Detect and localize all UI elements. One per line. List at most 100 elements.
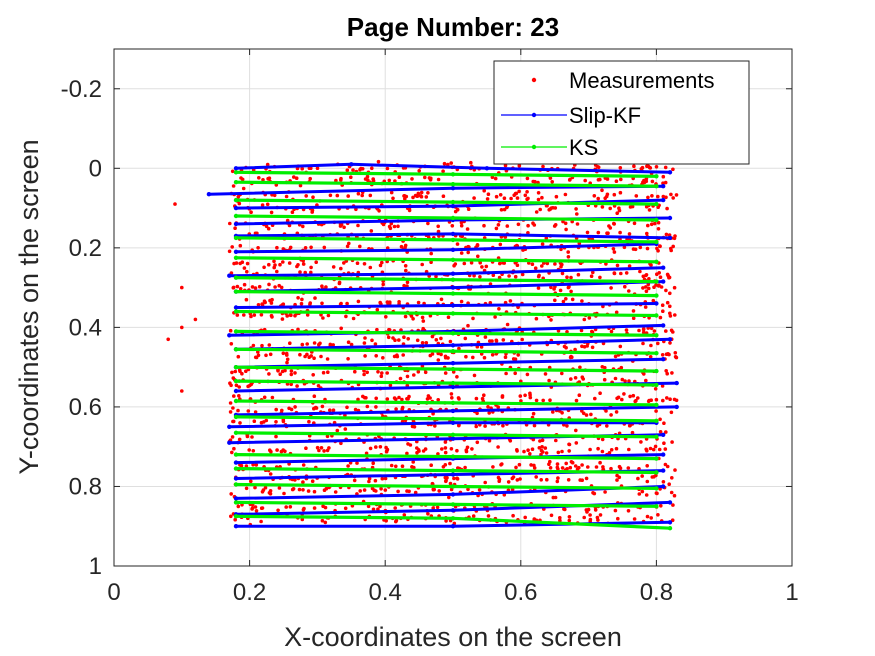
measurement-point [471, 355, 475, 360]
measurement-point [499, 463, 503, 467]
measurement-point [424, 341, 429, 345]
measurement-point [267, 176, 272, 180]
measurement-point [392, 224, 397, 229]
measurement-point [249, 314, 253, 319]
measurement-point [605, 231, 609, 235]
measurement-point [343, 427, 348, 431]
measurement-point [346, 357, 350, 361]
measurement-point [309, 166, 313, 170]
measurement-point [366, 504, 371, 509]
measurement-point [397, 175, 402, 179]
measurement-point [564, 297, 568, 301]
measurement-point [434, 274, 438, 279]
series-point [654, 174, 659, 179]
measurement-point [331, 343, 336, 347]
y-tick-label: 0.6 [69, 394, 102, 421]
measurement-point [669, 490, 674, 495]
measurement-point [475, 440, 480, 445]
measurement-point [490, 353, 495, 357]
measurement-point [614, 310, 619, 315]
measurement-point [255, 350, 260, 354]
measurement-point [394, 518, 399, 523]
measurement-point [333, 490, 338, 494]
measurement-point [553, 495, 558, 500]
series-point [233, 466, 239, 471]
measurement-point [446, 315, 451, 320]
measurement-point [602, 377, 607, 382]
measurement-point [488, 339, 492, 343]
measurement-point [429, 463, 434, 468]
series-point [450, 508, 456, 513]
measurement-point [568, 465, 573, 470]
measurement-point [455, 242, 460, 246]
measurement-point [556, 476, 560, 480]
measurement-point [514, 465, 518, 470]
measurement-point [347, 241, 351, 246]
series-point [661, 323, 666, 328]
measurement-point [656, 227, 661, 231]
measurement-point [544, 451, 549, 455]
measurement-point [407, 208, 412, 213]
measurement-point [655, 246, 659, 251]
measurement-point [398, 376, 403, 381]
measurement-point [612, 271, 617, 275]
series-point [667, 170, 673, 175]
measurement-point [312, 489, 317, 494]
measurement-point [365, 370, 370, 375]
measurement-point [300, 166, 305, 171]
series-point [654, 368, 659, 374]
measurement-point [420, 262, 425, 267]
measurement-point [349, 175, 353, 179]
measurement-point [291, 487, 296, 491]
measurement-point [633, 399, 637, 404]
measurement-point [303, 246, 308, 250]
measurement-point [577, 465, 581, 470]
measurement-point [416, 370, 421, 374]
measurement-point [609, 448, 614, 452]
measurement-point [493, 315, 497, 319]
measurement-point [244, 297, 249, 302]
measurement-point [293, 405, 297, 409]
measurement-point [600, 437, 605, 442]
measurement-point [229, 342, 234, 346]
measurement-point [523, 515, 527, 520]
measurement-point [620, 377, 625, 382]
measurement-point [301, 488, 305, 492]
series-point [654, 418, 659, 423]
measurement-point [549, 285, 553, 290]
measurement-point [236, 408, 240, 413]
measurement-point [479, 345, 484, 349]
measurement-point [576, 272, 581, 277]
measurement-point [304, 446, 308, 451]
measurement-point [530, 262, 535, 267]
measurement-point [594, 465, 599, 469]
measurement-point [608, 206, 612, 211]
measurement-point [353, 369, 357, 374]
measurement-point [272, 193, 277, 198]
measurement-point [280, 317, 285, 321]
measurement-point [245, 261, 250, 266]
measurement-point [264, 224, 269, 229]
measurement-point [230, 370, 234, 375]
measurement-point [318, 341, 322, 346]
measurement-point [645, 479, 650, 484]
measurement-point [652, 329, 657, 333]
series-point [450, 303, 456, 308]
measurement-point [455, 448, 459, 453]
series-point [450, 311, 456, 316]
measurement-point [385, 397, 390, 401]
measurement-point [290, 210, 295, 214]
series-point [233, 460, 239, 465]
measurement-point [433, 424, 437, 428]
measurement-point [614, 179, 619, 183]
series-point [450, 182, 456, 187]
series-point [233, 221, 239, 227]
measurement-point [565, 330, 569, 334]
measurement-point [671, 196, 675, 200]
measurement-point [478, 275, 482, 279]
measurement-point [394, 464, 398, 469]
measurement-point [471, 316, 475, 321]
measurement-point [566, 478, 571, 482]
series-point [674, 404, 679, 410]
measurement-point [466, 244, 471, 249]
